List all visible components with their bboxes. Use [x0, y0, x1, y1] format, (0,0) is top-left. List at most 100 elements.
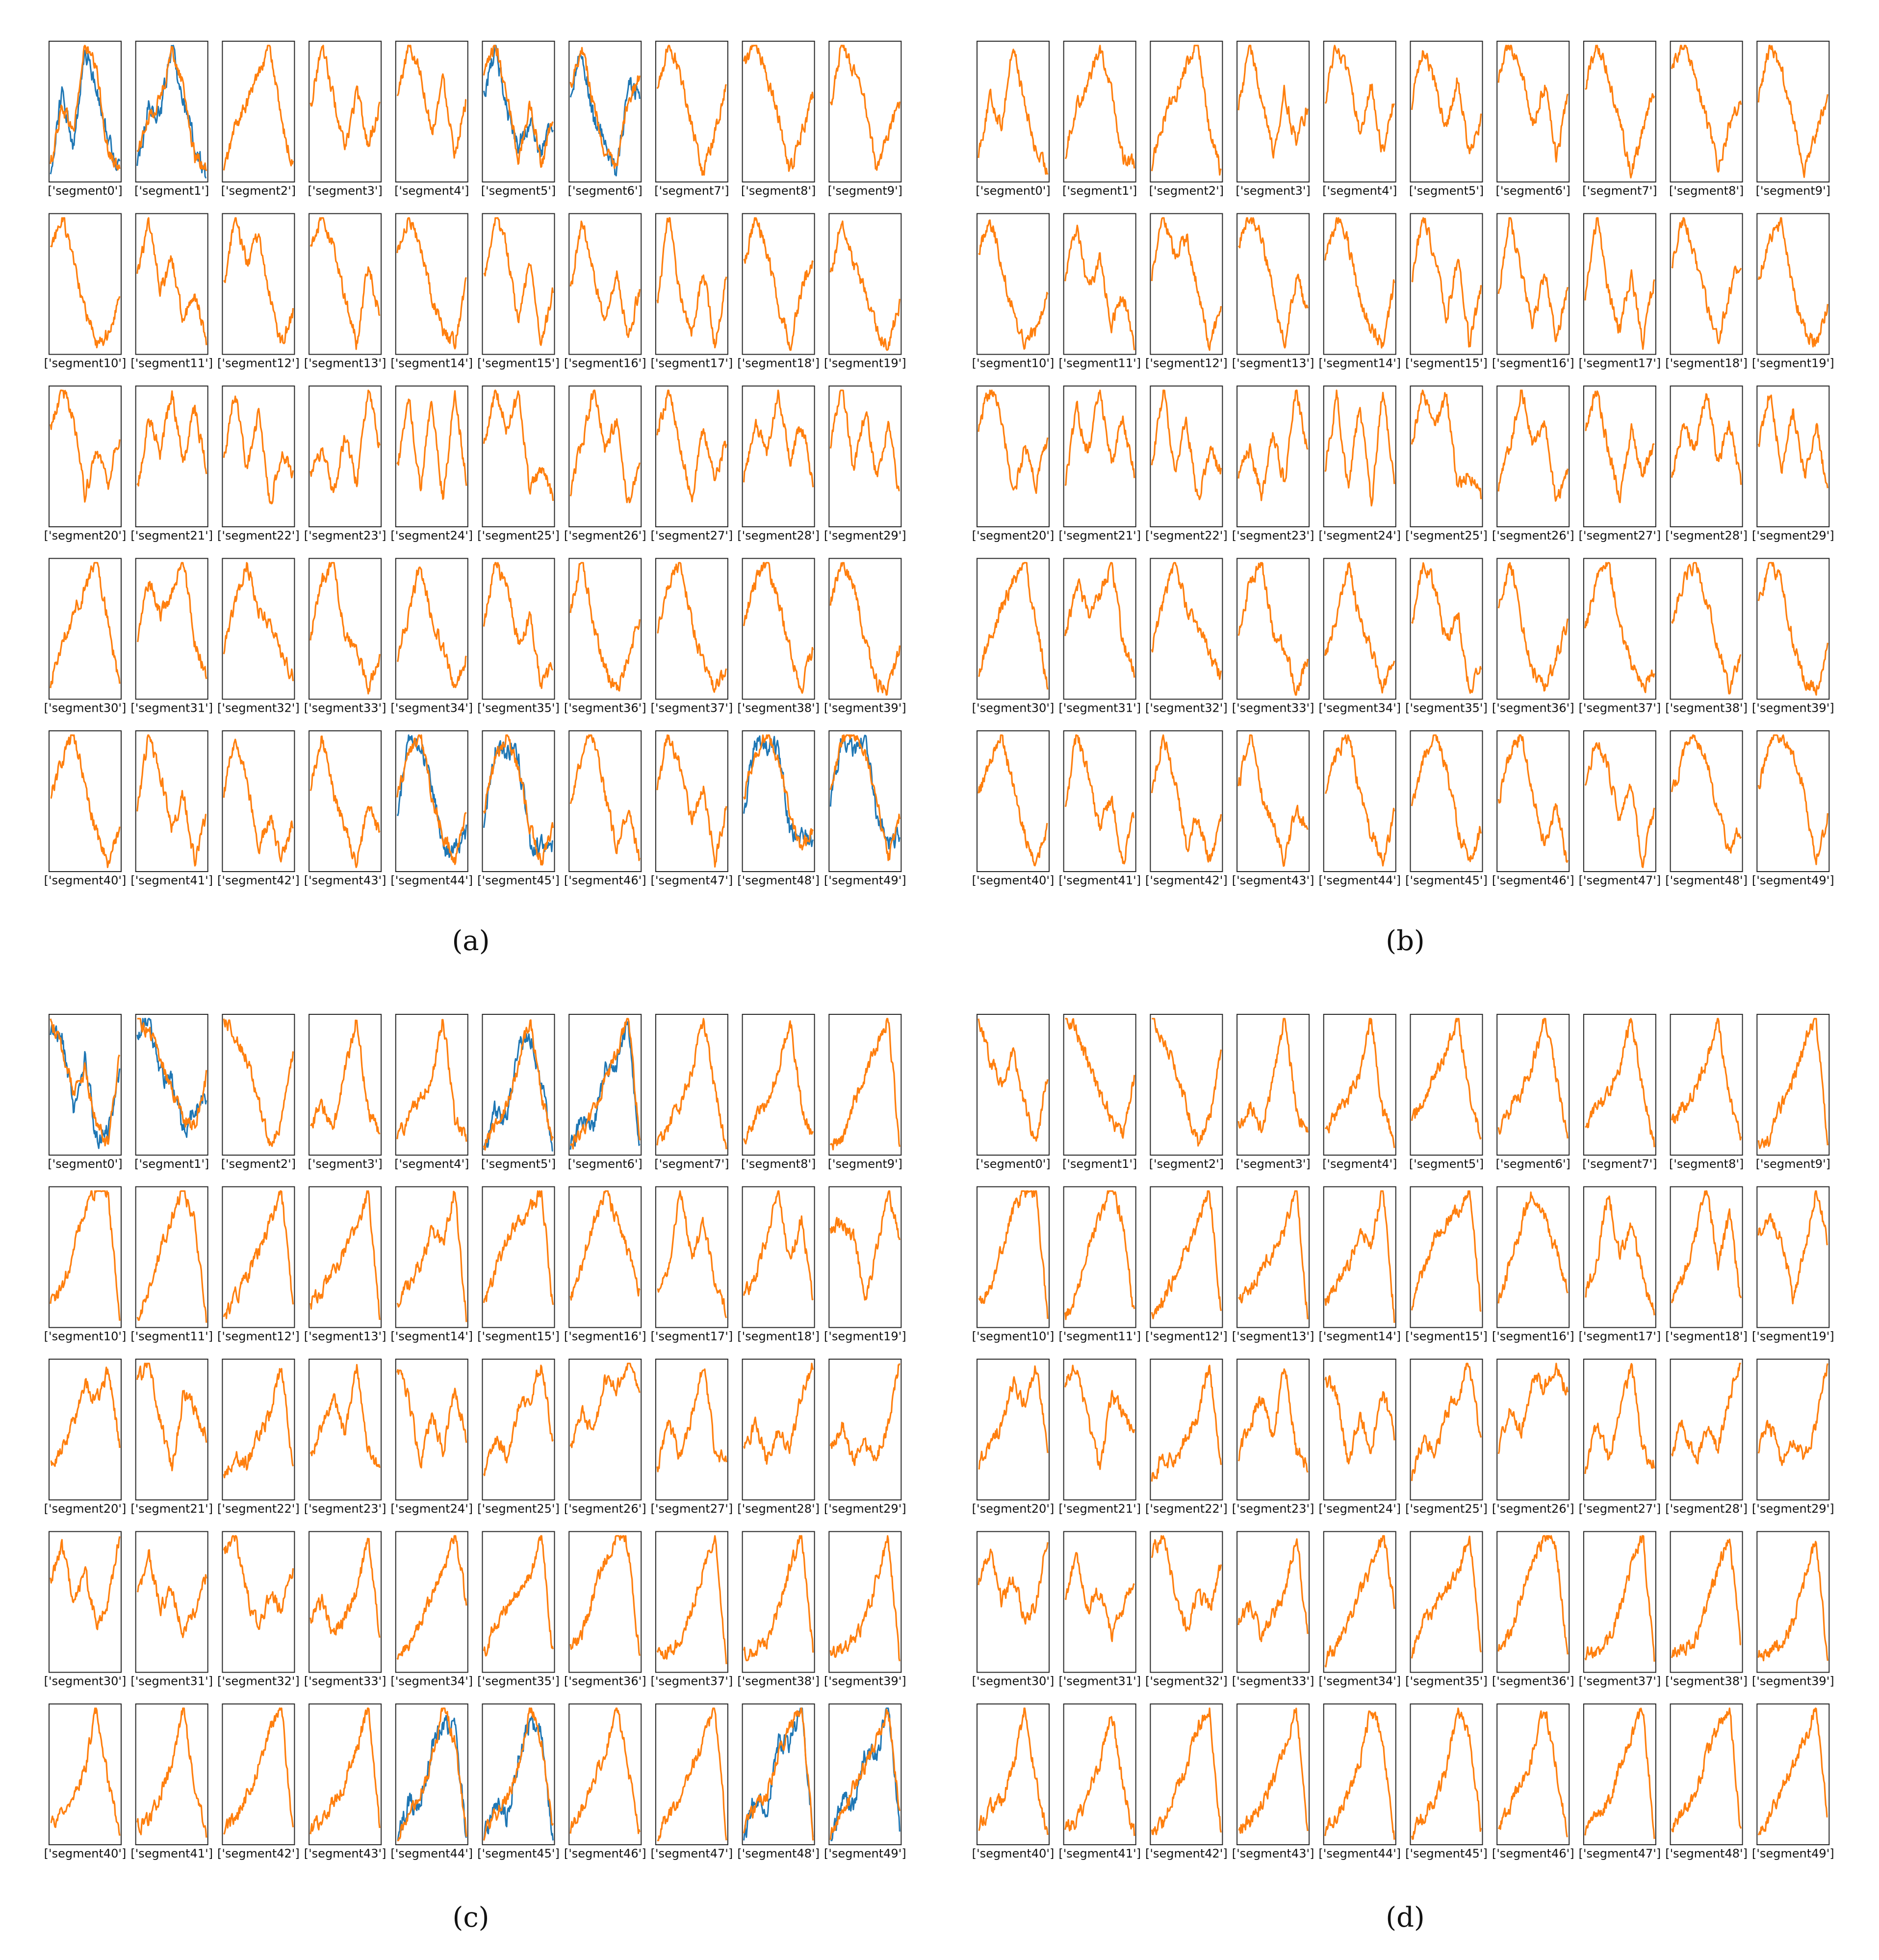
subplot-label: ['segment25'] — [477, 1502, 560, 1516]
subplot-label: ['segment22'] — [217, 1502, 300, 1516]
axes-frame — [482, 213, 555, 355]
axes-frame — [1150, 558, 1223, 700]
axes-frame — [568, 41, 642, 182]
subplot-segment35: ['segment35'] — [1405, 558, 1488, 715]
subplot-label: ['segment15'] — [1405, 357, 1488, 370]
series-line-orange — [569, 47, 641, 169]
subplot-segment33: ['segment33'] — [304, 558, 386, 715]
subplot-label: ['segment13'] — [304, 1330, 386, 1343]
subplot-segment34: ['segment34'] — [1318, 558, 1401, 715]
subplot-label: ['segment0'] — [976, 184, 1050, 198]
subplot-segment21: ['segment21'] — [1058, 1359, 1141, 1516]
subplot-label: ['segment21'] — [1058, 1502, 1141, 1516]
subplot-segment7: ['segment7'] — [654, 1014, 729, 1171]
series-line-orange — [1584, 217, 1655, 350]
subplot-label: ['segment46'] — [1492, 874, 1574, 887]
subplot-segment4: ['segment4'] — [1322, 41, 1397, 198]
axes-frame — [828, 213, 902, 355]
subplot-label: ['segment30'] — [972, 701, 1055, 715]
subplot-segment42: ['segment42'] — [1145, 1703, 1228, 1860]
series-line-blue — [483, 740, 554, 857]
axes-frame — [135, 1531, 208, 1673]
subplot-label: ['segment23'] — [1232, 529, 1314, 542]
axes-frame — [1583, 1014, 1656, 1156]
subplot-label: ['segment23'] — [304, 529, 386, 542]
subplot-segment46: ['segment46'] — [564, 1703, 646, 1860]
axes-frame — [309, 1014, 382, 1156]
subplot-label: ['segment19'] — [824, 357, 906, 370]
series-line-orange — [223, 45, 294, 171]
subplot-segment1: ['segment1'] — [134, 41, 209, 198]
subplot-segment19: ['segment19'] — [824, 213, 906, 370]
subplot-segment31: ['segment31'] — [1058, 1531, 1141, 1688]
subplot-label: ['segment43'] — [304, 1847, 386, 1860]
axes-frame — [135, 1186, 208, 1328]
axes-frame — [977, 1014, 1050, 1156]
subplot-label: ['segment8'] — [741, 184, 816, 198]
series-line-orange — [483, 562, 554, 689]
subplot-label: ['segment35'] — [477, 1675, 560, 1688]
subplot-label: ['segment11'] — [130, 1330, 213, 1343]
subplot-segment16: ['segment16'] — [564, 1186, 646, 1343]
series-line-orange — [1757, 1541, 1828, 1662]
subplot-segment14: ['segment14'] — [1318, 213, 1401, 370]
series-line-orange — [1411, 1018, 1482, 1140]
subplot-label: ['segment42'] — [1145, 1847, 1228, 1860]
axes-frame — [135, 386, 208, 527]
subplot-segment4: ['segment4'] — [1322, 1014, 1397, 1171]
subplot-label: ['segment1'] — [134, 184, 209, 198]
subplot-label: ['segment22'] — [217, 529, 300, 542]
subplot-label: ['segment4'] — [1322, 1157, 1397, 1171]
subplot-label: ['segment4'] — [394, 184, 469, 198]
subplot-label: ['segment16'] — [564, 1330, 646, 1343]
subplot-label: ['segment20'] — [44, 529, 127, 542]
subplot-label: ['segment21'] — [130, 1502, 213, 1516]
series-line-orange — [136, 46, 207, 172]
subplot-label: ['segment25'] — [1405, 1502, 1488, 1516]
subplot-segment6: ['segment6'] — [1495, 1014, 1570, 1171]
series-line-orange — [1064, 389, 1135, 486]
series-line-orange — [396, 1369, 467, 1469]
series-line-orange — [223, 395, 294, 505]
subplot-label: ['segment44'] — [1318, 1847, 1401, 1860]
subplot-label: ['segment37'] — [651, 701, 733, 715]
series-line-orange — [483, 217, 554, 346]
subplot-segment49: ['segment49'] — [1752, 730, 1834, 887]
subplot-segment34: ['segment34'] — [390, 1531, 473, 1688]
axes-frame — [1063, 213, 1136, 355]
axes-frame — [568, 1186, 642, 1328]
subplot-segment8: ['segment8'] — [741, 1014, 816, 1171]
subplot-label: ['segment2'] — [1149, 1157, 1224, 1171]
series-line-orange — [1497, 734, 1569, 863]
axes-frame — [1323, 213, 1396, 355]
series-line-orange — [136, 734, 207, 867]
axes-frame — [1756, 213, 1830, 355]
series-line-orange — [1324, 562, 1395, 694]
axes-frame — [222, 1703, 295, 1845]
subplot-label: ['segment1'] — [1062, 184, 1137, 198]
subplot-label: ['segment27'] — [1579, 1502, 1661, 1516]
subplot-label: ['segment22'] — [1145, 529, 1228, 542]
subplot-label: ['segment14'] — [390, 1330, 473, 1343]
subplot-label: ['segment37'] — [651, 1675, 733, 1688]
series-line-orange — [309, 1364, 381, 1468]
subplot-segment16: ['segment16'] — [1492, 213, 1574, 370]
axes-frame — [1670, 730, 1743, 872]
subplot-segment41: ['segment41'] — [1058, 730, 1141, 887]
subplot-label: ['segment44'] — [390, 874, 473, 887]
subplot-label: ['segment48'] — [1665, 1847, 1748, 1860]
axes-frame — [1236, 1531, 1310, 1673]
subplot-segment3: ['segment3'] — [308, 1014, 383, 1171]
subplot-segment25: ['segment25'] — [1405, 1359, 1488, 1516]
subplot-label: ['segment36'] — [564, 701, 646, 715]
subplot-segment40: ['segment40'] — [44, 730, 126, 887]
subplot-label: ['segment9'] — [1756, 184, 1830, 198]
subplot-label: ['segment28'] — [737, 529, 820, 542]
subplot-label: ['segment27'] — [1579, 529, 1661, 542]
series-line-orange — [1411, 734, 1482, 862]
subplot-segment40: ['segment40'] — [972, 730, 1054, 887]
subplot-segment35: ['segment35'] — [1405, 1531, 1488, 1688]
subplot-segment44: ['segment44'] — [1318, 1703, 1401, 1860]
subplot-label: ['segment43'] — [1232, 874, 1314, 887]
subplot-label: ['segment39'] — [824, 1675, 906, 1688]
